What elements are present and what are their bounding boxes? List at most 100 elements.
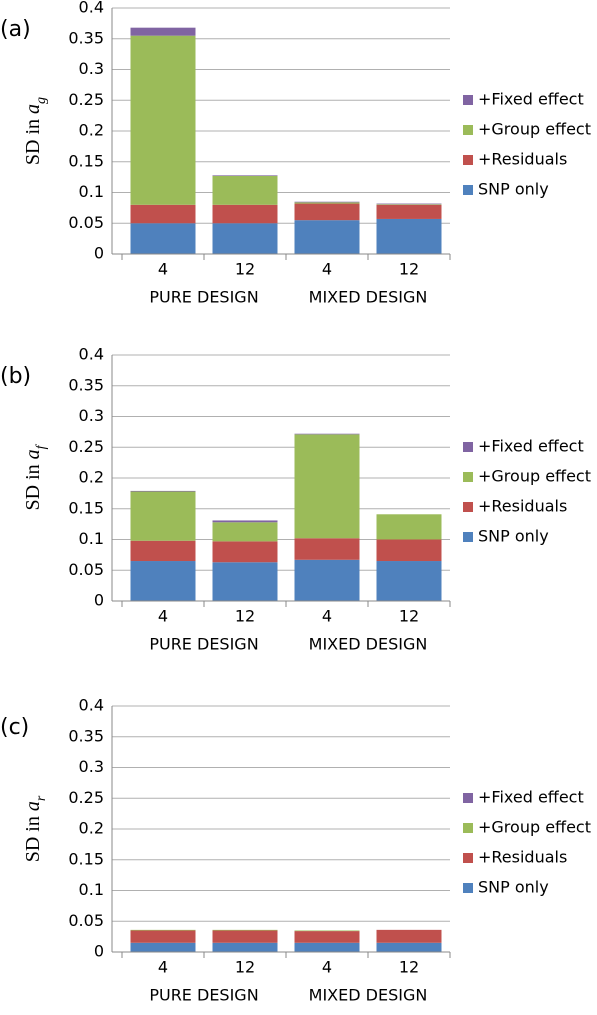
y-tick-label: 0.35	[68, 726, 104, 745]
bar-segment	[212, 520, 278, 523]
legend-swatch	[463, 125, 473, 135]
legend-label: SNP only	[478, 527, 549, 546]
y-tick-label: 0.25	[68, 437, 104, 456]
legend-swatch	[463, 853, 473, 863]
bar-segment	[376, 929, 442, 943]
y-tick-label: 0.05	[68, 560, 104, 579]
x-tick-label: 4	[322, 260, 332, 279]
bar-segment	[212, 204, 278, 224]
bar-segment	[294, 930, 360, 932]
bar-segment	[294, 220, 360, 254]
bar-segment	[130, 223, 196, 254]
y-tick-label: 0.05	[68, 911, 104, 930]
y-tick-label: 0.15	[68, 151, 104, 170]
y-tick-label: 0.3	[79, 406, 104, 425]
panel-label: (c)	[0, 715, 29, 740]
bar-segment	[130, 491, 196, 541]
y-label-symbol: a	[22, 449, 44, 459]
legend-swatch	[463, 502, 473, 512]
y-tick-label: 0	[94, 942, 104, 961]
bar-segment	[212, 562, 278, 601]
x-tick-label: 4	[158, 607, 168, 626]
bar-segment	[294, 559, 360, 601]
bar-segment	[212, 175, 278, 205]
bar-segment	[376, 204, 442, 205]
group-label: MIXED DESIGN	[309, 635, 428, 654]
x-tick-label: 12	[235, 958, 255, 977]
bar-segment	[130, 27, 196, 36]
panel-label: (b)	[0, 364, 31, 389]
x-tick-label: 12	[235, 260, 255, 279]
legend-label: +Residuals	[478, 150, 567, 169]
bar-segment	[376, 204, 442, 219]
legend-swatch	[463, 185, 473, 195]
legend-label: +Residuals	[478, 497, 567, 516]
y-tick-label: 0.35	[68, 28, 104, 47]
y-tick-label: 0.15	[68, 849, 104, 868]
legend-swatch	[463, 95, 473, 105]
bar-segment	[212, 930, 278, 943]
bar-segment	[376, 539, 442, 562]
y-label-subscript: g	[34, 97, 49, 104]
legend-swatch	[463, 442, 473, 452]
y-tick-label: 0.35	[68, 375, 104, 394]
bar-segment	[294, 203, 360, 221]
y-tick-label: 0.25	[68, 90, 104, 109]
bar-segment	[376, 203, 442, 205]
y-tick-label: 0.2	[79, 819, 104, 838]
bar-segment	[130, 929, 196, 931]
bar-segment	[130, 35, 196, 205]
y-tick-label: 0	[94, 244, 104, 263]
legend-swatch	[463, 823, 473, 833]
legend-label: +Fixed effect	[478, 437, 584, 456]
y-tick-label: 0.4	[79, 0, 104, 17]
bar-segment	[294, 433, 360, 435]
y-tick-label: 0.25	[68, 788, 104, 807]
y-label-subscript: f	[34, 443, 49, 449]
x-tick-label: 4	[158, 958, 168, 977]
bar-segment	[376, 942, 442, 952]
y-tick-label: 0.2	[79, 121, 104, 140]
x-tick-label: 4	[322, 958, 332, 977]
bar-segment	[130, 942, 196, 952]
legend-label: +Fixed effect	[478, 788, 584, 807]
bar-segment	[376, 561, 442, 601]
x-tick-label: 4	[158, 260, 168, 279]
legend-label: SNP only	[478, 180, 549, 199]
x-tick-label: 12	[399, 260, 419, 279]
group-label: PURE DESIGN	[149, 986, 258, 1005]
legend-swatch	[463, 793, 473, 803]
group-label: MIXED DESIGN	[309, 288, 428, 307]
y-tick-label: 0.05	[68, 213, 104, 232]
legend-swatch	[463, 155, 473, 165]
y-tick-label: 0.15	[68, 498, 104, 517]
x-tick-label: 12	[399, 958, 419, 977]
legend-label: +Group effect	[478, 818, 591, 837]
y-tick-label: 0.1	[79, 529, 104, 548]
bar-segment	[294, 201, 360, 203]
y-tick-label: 0.2	[79, 468, 104, 487]
y-tick-label: 0.4	[79, 345, 104, 364]
bar-segment	[130, 204, 196, 224]
bar-segment	[212, 541, 278, 563]
bar-segment	[376, 514, 442, 540]
legend-swatch	[463, 883, 473, 893]
y-label-text: SD in	[22, 816, 44, 862]
legend-label: +Fixed effect	[478, 90, 584, 109]
bar-segment	[212, 175, 278, 176]
bar-segment	[130, 930, 196, 943]
bar-segment	[130, 561, 196, 601]
x-tick-label: 12	[235, 607, 255, 626]
y-label-subscript: r	[34, 795, 49, 801]
bar-segment	[294, 202, 360, 204]
legend-label: SNP only	[478, 878, 549, 897]
x-tick-label: 4	[322, 607, 332, 626]
y-label-text: SD in	[22, 119, 44, 165]
bar-segment	[294, 931, 360, 943]
y-label-text: SD in	[22, 464, 44, 510]
y-tick-label: 0.4	[79, 696, 104, 715]
legend-label: +Group effect	[478, 120, 591, 139]
group-label: MIXED DESIGN	[309, 986, 428, 1005]
bar-segment	[212, 522, 278, 542]
